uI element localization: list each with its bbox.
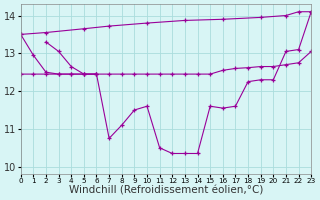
X-axis label: Windchill (Refroidissement éolien,°C): Windchill (Refroidissement éolien,°C) (69, 186, 263, 196)
